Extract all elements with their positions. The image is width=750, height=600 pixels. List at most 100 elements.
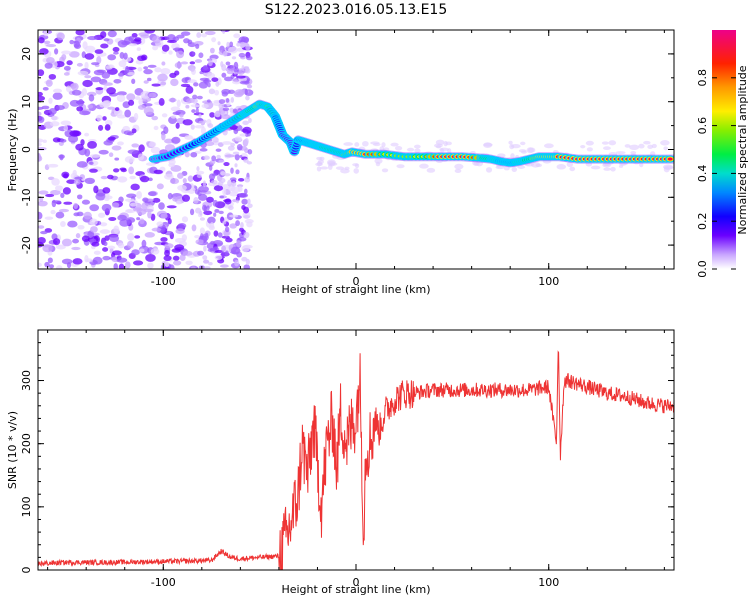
snr-panel: -100 0 100 0 100 200 300 Height of straight li… [6, 329, 675, 596]
noise-speck [38, 200, 48, 207]
noise-speck [84, 45, 96, 54]
noise-speck [203, 245, 207, 252]
noise-speck [164, 144, 176, 152]
noise-speck [167, 40, 177, 44]
noise-speck [206, 205, 210, 211]
noise-speck [77, 225, 85, 230]
noise-speck [148, 92, 157, 98]
noise-speck [195, 43, 200, 49]
noise-speck [52, 238, 61, 246]
noise-speck [147, 262, 154, 269]
noise-speck [196, 95, 203, 100]
haze-speck [580, 144, 586, 149]
noise-speck [246, 56, 253, 61]
haze-speck [586, 147, 593, 152]
x-tick-label: 100 [538, 275, 559, 288]
noise-speck [117, 72, 125, 77]
noise-speck [133, 112, 139, 121]
noise-speck [215, 81, 220, 87]
noise-speck [190, 151, 198, 158]
noise-speck [190, 66, 195, 72]
noise-speck [148, 141, 157, 147]
noise-speck [234, 136, 243, 142]
noise-speck [170, 106, 181, 112]
figure-title: S122.2023.016.05.13.E15 [265, 2, 448, 18]
haze-speck [585, 161, 593, 167]
noise-speck [180, 61, 189, 65]
noise-speck [228, 214, 239, 218]
noise-speck [44, 261, 50, 268]
noise-speck [225, 98, 230, 103]
noise-speck [127, 240, 134, 249]
noise-speck [167, 218, 172, 225]
noise-speck [190, 104, 201, 108]
haze-speck [473, 160, 480, 166]
noise-speck [240, 44, 245, 49]
spectrogram-ylabel: Frequency (Hz) [6, 109, 19, 192]
noise-speck [113, 225, 120, 234]
haze-speck [535, 163, 542, 168]
noise-speck [81, 88, 88, 96]
noise-speck [131, 143, 140, 148]
noise-speck [194, 235, 200, 239]
noise-speck [128, 99, 135, 106]
noise-speck [218, 102, 224, 110]
noise-speck [191, 224, 197, 232]
noise-speck [87, 140, 97, 149]
noise-speck [203, 155, 210, 160]
noise-speck [128, 166, 135, 175]
noise-speck [172, 255, 180, 261]
noise-speck [196, 170, 205, 175]
haze-speck [508, 140, 513, 145]
noise-speck [109, 234, 119, 243]
haze-speck [414, 148, 421, 153]
noise-speck [75, 30, 85, 36]
noise-speck [117, 242, 125, 249]
noise-speck [100, 175, 108, 180]
noise-speck [198, 120, 206, 124]
noise-speck [66, 60, 73, 66]
noise-speck [233, 69, 239, 73]
noise-speck [208, 88, 216, 95]
haze-speck [521, 150, 527, 154]
noise-speck [160, 81, 167, 86]
haze-speck [426, 167, 436, 173]
noise-speck [180, 31, 191, 36]
noise-speck [219, 195, 224, 199]
noise-speck [76, 161, 88, 168]
noise-speck [236, 143, 243, 151]
noise-speck [193, 197, 199, 204]
noise-speck [206, 72, 216, 79]
noise-speck [49, 121, 60, 127]
noise-speck [169, 72, 177, 79]
noise-speck [63, 201, 73, 205]
noise-speck [227, 179, 232, 187]
haze-speck [316, 156, 323, 161]
noise-speck [209, 222, 215, 229]
noise-speck [199, 210, 203, 216]
noise-speck [168, 97, 177, 103]
noise-speck [132, 260, 144, 266]
noise-speck [242, 126, 252, 134]
y-tick-label: 300 [20, 370, 33, 391]
noise-speck [179, 113, 184, 118]
noise-speck [38, 211, 43, 220]
haze-speck [375, 161, 381, 167]
colorbar-tick-label: 0.0 [696, 260, 709, 278]
noise-speck [185, 104, 190, 109]
noise-speck [93, 185, 99, 194]
noise-speck [220, 264, 229, 268]
noise-speck [244, 37, 249, 44]
noise-speck [170, 115, 177, 119]
noise-speck [174, 244, 185, 251]
noise-speck [198, 52, 204, 59]
noise-speck [92, 256, 103, 265]
haze-speck [603, 167, 611, 171]
noise-speck [138, 248, 145, 253]
haze-speck [447, 148, 452, 154]
noise-speck [76, 62, 83, 67]
noise-speck [65, 85, 72, 93]
colorbar-tick-label: 0.2 [696, 212, 709, 230]
noise-speck [179, 254, 186, 262]
noise-speck [70, 83, 77, 89]
